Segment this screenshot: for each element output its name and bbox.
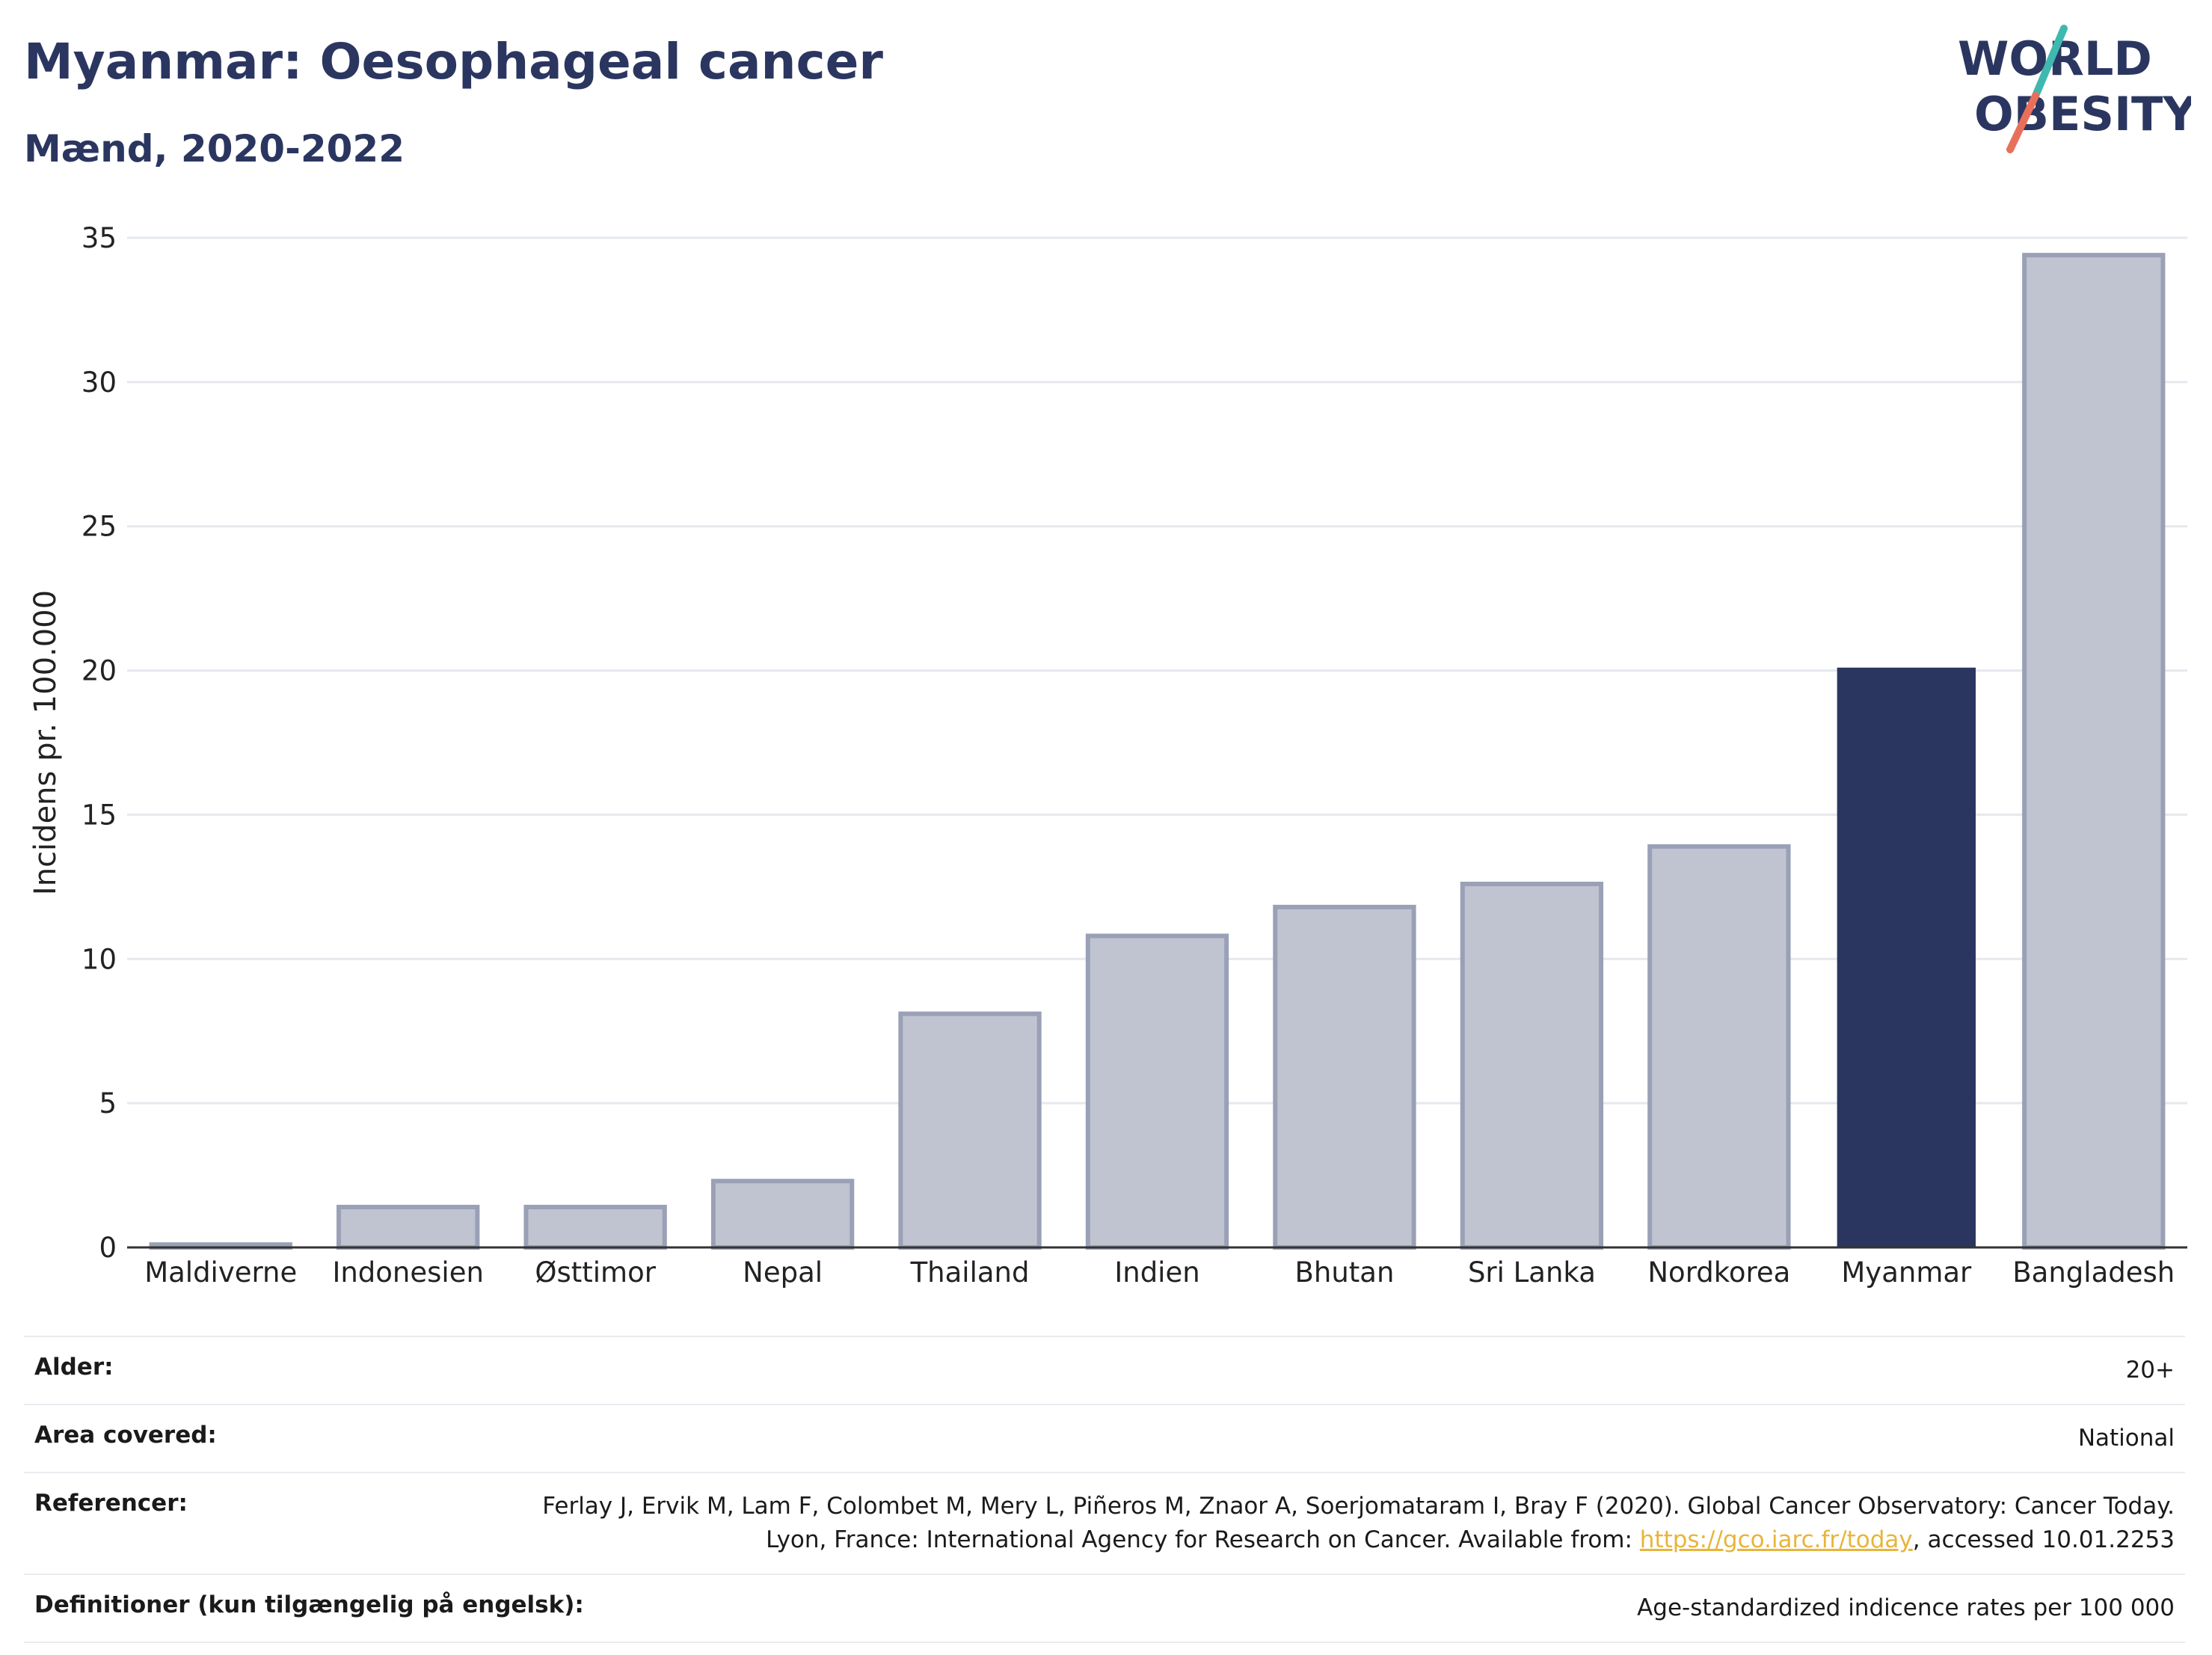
x-tick-label: Myanmar [1841, 1256, 1972, 1289]
meta-key-area: Area covered: [34, 1421, 217, 1449]
meta-row-definitions: Definitioner (kun tilgængelig på engelsk… [24, 1573, 2185, 1643]
meta-key-definitions: Definitioner (kun tilgængelig på engelsk… [34, 1591, 584, 1618]
y-tick-labels: 0 5 10 15 20 25 30 35 [82, 222, 117, 1264]
chart-title: Myanmar: Oesophageal cancer [24, 33, 883, 90]
world-obesity-logo: WORLD OBESITY [1958, 25, 2191, 153]
meta-value-references: Ferlay J, Ervik M, Lam F, Colombet M, Me… [529, 1490, 2175, 1557]
meta-row-age: Alder: 20+ [24, 1336, 2185, 1404]
y-tick-label: 30 [82, 366, 117, 399]
bar-indien [1085, 933, 1229, 1250]
bar-myanmar [1837, 667, 1976, 1247]
x-tick-label: Østtimor [535, 1256, 656, 1289]
bar-østtimor [523, 1205, 667, 1250]
bar-nepal [710, 1179, 855, 1250]
bar-bhutan [1273, 904, 1416, 1250]
x-tick-label: Bhutan [1294, 1256, 1394, 1289]
y-tick-label: 15 [82, 799, 117, 831]
bar-thailand [898, 1011, 1042, 1250]
x-tick-label: Nordkorea [1647, 1256, 1790, 1289]
bar-sri-lanka [1460, 882, 1604, 1250]
logo-text-obesity: OBESITY [1974, 87, 2191, 141]
y-tick-label: 5 [99, 1087, 117, 1120]
reference-suffix: , accessed 10.01.2253 [1912, 1526, 2175, 1553]
y-tick-label: 20 [82, 655, 117, 687]
x-tick-label: Indien [1114, 1256, 1199, 1289]
y-tick-label: 25 [82, 511, 117, 543]
meta-value-area: National [2077, 1424, 2175, 1452]
x-tick-labels: Maldiverne Indonesien Østtimor Nepal Thailan… [144, 1256, 2175, 1289]
meta-row-references: Referencer: Ferlay J, Ervik M, Lam F, Co… [24, 1471, 2185, 1573]
meta-key-references: Referencer: [34, 1489, 188, 1517]
metadata-table: Alder: 20+ Area covered: National Refere… [24, 1336, 2185, 1643]
bar-nordkorea [1647, 844, 1791, 1250]
y-tick-label: 35 [82, 222, 117, 254]
meta-key-age: Alder: [34, 1354, 114, 1381]
y-axis-title: Incidens pr. 100.000 [28, 590, 63, 895]
bar-chart: 0 5 10 15 20 25 30 35 Maldiverne Indonesien Østti… [28, 222, 2187, 1289]
x-tick-label: Sri Lanka [1468, 1256, 1596, 1289]
meta-value-age: 20+ [2125, 1357, 2175, 1384]
meta-value-definitions: Age-standardized indicence rates per 100… [1637, 1594, 2175, 1621]
y-tick-label: 10 [82, 943, 117, 975]
chart-subtitle: Mænd, 2020-2022 [24, 127, 405, 171]
x-tick-label: Bangladesh [2012, 1256, 2175, 1289]
bar-bangladesh [2022, 253, 2166, 1250]
x-tick-label: Indonesien [332, 1256, 483, 1289]
logo-slash-top [2032, 25, 2068, 99]
y-tick-label: 0 [99, 1232, 117, 1264]
logo-slash-bottom [2006, 92, 2039, 153]
meta-row-area: Area covered: National [24, 1403, 2185, 1472]
bar-indonesien [337, 1205, 480, 1250]
reference-link[interactable]: https://gco.iarc.fr/today [1639, 1526, 1913, 1553]
x-tick-label: Maldiverne [144, 1256, 297, 1289]
x-tick-label: Thailand [910, 1256, 1030, 1289]
reference-text: Ferlay J, Ervik M, Lam F, Colombet M, Me… [542, 1492, 2175, 1553]
bars [149, 253, 2166, 1250]
x-tick-label: Nepal [743, 1256, 823, 1289]
